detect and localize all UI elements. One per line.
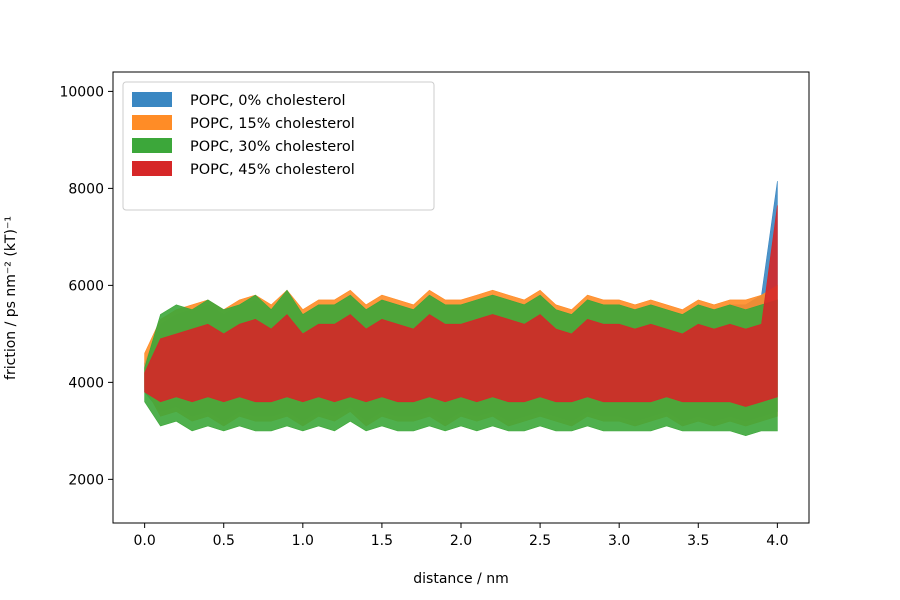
legend-label-0: POPC, 0% cholesterol [190,93,346,109]
legend-label-3: POPC, 45% cholesterol [190,162,355,178]
x-tick-label: 3.5 [687,533,709,549]
legend-swatch-2 [132,138,172,153]
x-tick-label: 0.0 [134,533,156,549]
series-band-3 [144,205,778,407]
y-tick-label: 10000 [59,84,104,100]
series-layer [144,181,778,437]
y-tick-label: 8000 [68,181,104,197]
x-tick-label: 1.0 [292,533,314,549]
y-tick-label: 4000 [68,375,104,391]
legend: POPC, 0% cholesterol POPC, 15% cholestero… [122,81,435,211]
y-axis: 2000 4000 6000 8000 10000 [59,84,113,488]
y-axis-label: friction / ps nm⁻² (kT)⁻¹ [3,216,19,380]
y-tick-label: 6000 [68,278,104,294]
x-tick-label: 0.5 [213,533,235,549]
x-tick-label: 3.0 [608,533,630,549]
x-axis: 0.0 0.5 1.0 1.5 2.0 2.5 3.0 3.5 4.0 [134,523,788,549]
legend-label-2: POPC, 30% cholesterol [190,139,355,155]
legend-swatch-0 [132,92,172,107]
x-tick-label: 4.0 [766,533,788,549]
legend-box [122,81,435,211]
legend-label-1: POPC, 15% cholesterol [190,116,355,132]
x-tick-label: 2.5 [529,533,551,549]
y-tick-label: 2000 [68,472,104,488]
x-tick-label: 1.5 [371,533,393,549]
legend-swatch-1 [132,115,172,130]
x-tick-label: 2.0 [450,533,472,549]
legend-swatch-3 [132,161,172,176]
x-axis-label: distance / nm [413,571,508,587]
